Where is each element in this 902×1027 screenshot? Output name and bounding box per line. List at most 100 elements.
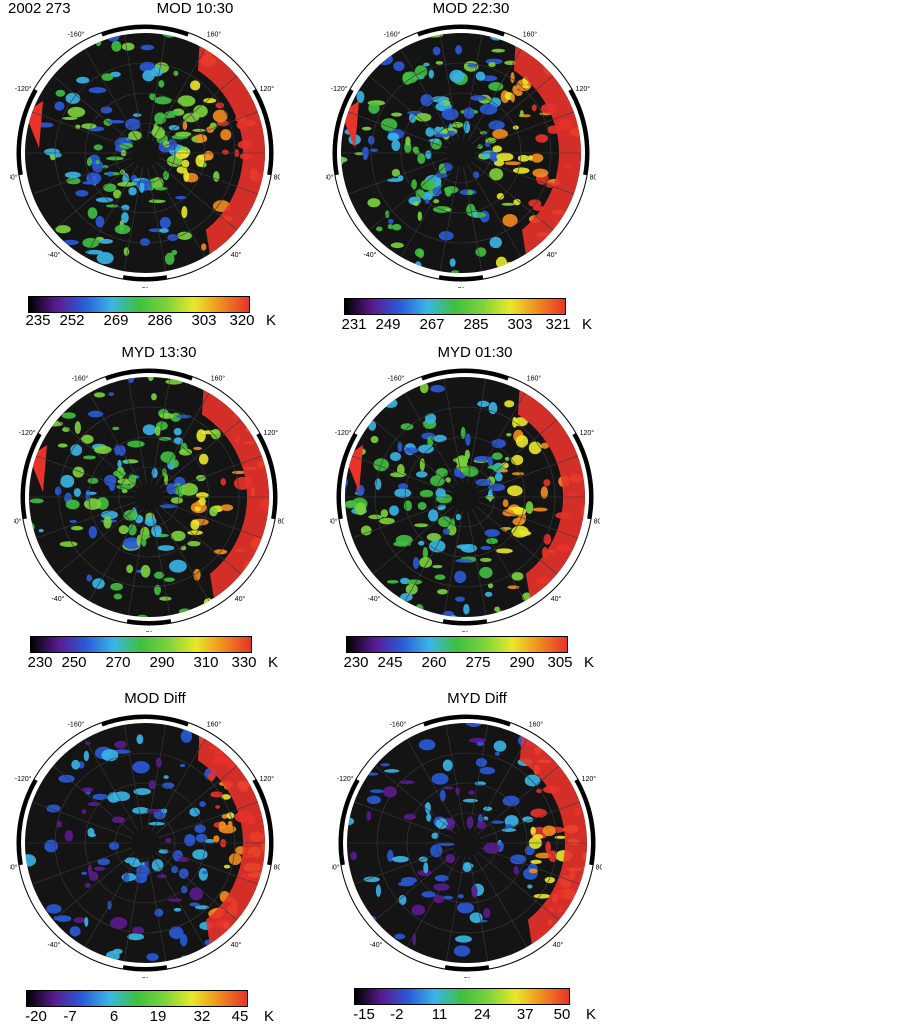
data-patch — [419, 557, 433, 568]
colorbar-tick-label: 310 — [193, 654, 219, 671]
longitude-label: -120° — [335, 429, 352, 437]
data-patch — [509, 854, 527, 865]
colorbar-tick-label: 249 — [375, 316, 401, 333]
data-patch — [513, 167, 530, 174]
data-patch — [139, 181, 145, 193]
data-patch — [178, 868, 189, 879]
data-patch — [527, 884, 533, 889]
longitude-label: 160° — [207, 720, 222, 728]
longitude-label: -120° — [15, 775, 32, 783]
data-patch — [180, 483, 198, 496]
map-panel: MOD 10:30 -160° 160° -120° 120° -80° 80° -40° 40… — [10, 0, 300, 329]
data-patch — [512, 517, 525, 526]
data-patch — [483, 908, 491, 919]
colorbar-tick-label: 285 — [463, 316, 489, 333]
hot-region — [513, 46, 581, 254]
data-patch — [210, 428, 221, 440]
data-patch — [175, 131, 192, 137]
polar-map: -160° 160° -120° 120° -80° 80° -40° 40° 0° — [10, 714, 280, 978]
colorbar — [346, 636, 568, 653]
colorbar-tick-label: 269 — [103, 312, 129, 329]
data-patch — [413, 201, 419, 207]
colorbar-tick-label: 267 — [419, 316, 445, 333]
data-patch — [501, 202, 515, 206]
data-patch — [182, 120, 188, 131]
data-patch — [411, 904, 426, 916]
data-patch — [151, 393, 157, 401]
data-patch — [500, 468, 508, 473]
data-patch — [453, 945, 471, 957]
colorbar-tick-label: 230 — [27, 654, 53, 671]
data-patch — [195, 134, 208, 143]
data-patch — [190, 80, 201, 91]
data-patch — [88, 525, 98, 539]
longitude-label: 160° — [207, 30, 222, 38]
data-patch — [144, 860, 150, 867]
data-patch — [494, 606, 500, 612]
data-patch — [476, 741, 485, 747]
data-patch — [530, 808, 548, 818]
data-patch — [354, 502, 367, 516]
data-patch — [455, 596, 465, 602]
data-patch — [528, 868, 538, 874]
data-patch — [405, 136, 411, 146]
data-patch — [83, 750, 89, 762]
data-patch — [165, 837, 172, 843]
data-patch — [435, 60, 444, 65]
data-patch — [475, 71, 486, 81]
data-patch — [400, 423, 414, 431]
data-patch — [76, 76, 90, 84]
data-patch — [397, 175, 404, 181]
longitude-label: -80° — [14, 518, 22, 526]
longitude-label: -80° — [330, 518, 338, 526]
data-patch — [86, 172, 102, 184]
data-patch — [202, 870, 208, 875]
data-patch — [97, 858, 111, 866]
longitude-label: 120° — [264, 429, 279, 437]
frame-arc — [572, 433, 593, 520]
longitude-label: -120° — [331, 85, 348, 93]
data-patch — [522, 816, 534, 823]
panel-title: MYD Diff — [447, 690, 507, 707]
hot-region — [197, 736, 265, 944]
map-panel: MYD 01:30 -160° 160° -120° 120° -80° 80° -40° 40… — [330, 344, 620, 671]
longitude-label: -40° — [368, 595, 381, 603]
data-patch — [189, 807, 200, 817]
data-patch — [462, 862, 472, 873]
data-patch — [110, 917, 128, 929]
data-patch — [122, 460, 130, 464]
data-patch — [37, 122, 54, 128]
data-patch — [127, 440, 145, 448]
map-background — [25, 723, 265, 963]
data-patch — [465, 433, 471, 446]
data-patch — [109, 841, 120, 850]
data-patch — [75, 190, 89, 197]
data-patch — [402, 71, 418, 84]
data-patch — [192, 128, 206, 132]
data-patch — [136, 734, 144, 745]
data-patch — [203, 98, 217, 104]
data-patch — [93, 392, 106, 398]
data-patch — [494, 751, 500, 756]
data-patch — [86, 574, 93, 582]
data-patch — [159, 216, 171, 229]
data-patch — [114, 224, 131, 235]
data-patch — [139, 61, 156, 73]
data-patch — [380, 509, 389, 518]
data-patch — [519, 110, 524, 117]
frame-arc — [101, 715, 189, 727]
data-patch — [140, 564, 151, 578]
data-patch — [477, 400, 490, 408]
data-patch — [212, 109, 228, 123]
data-patch — [222, 149, 229, 155]
frame-arc — [105, 369, 193, 381]
data-patch — [415, 113, 432, 122]
data-patch — [213, 835, 220, 843]
data-patch — [417, 249, 425, 259]
data-patch — [169, 926, 184, 939]
data-patch — [151, 126, 165, 139]
data-patch — [213, 171, 220, 182]
data-patch — [484, 591, 493, 597]
data-patch — [29, 498, 44, 504]
data-patch — [491, 48, 506, 53]
